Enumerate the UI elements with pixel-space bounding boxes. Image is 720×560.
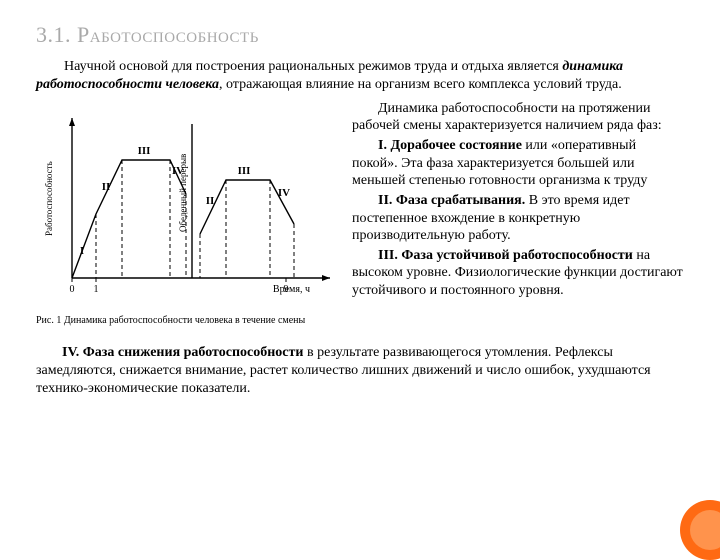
svg-text:Обеденный перерыв: Обеденный перерыв bbox=[178, 154, 188, 232]
capacity-chart: 019Время, чРаботоспособностьIIIIIIIVОбед… bbox=[36, 104, 336, 304]
svg-text:IV: IV bbox=[278, 187, 290, 199]
svg-text:I: I bbox=[80, 245, 84, 257]
figure-caption: Рис. 1 Динамика работоспособности челове… bbox=[36, 315, 336, 326]
svg-text:III: III bbox=[138, 145, 151, 157]
phases-intro: Динамика работоспособности на протяжении… bbox=[352, 100, 684, 135]
phase-2-title: II. Фаза срабатывания. bbox=[378, 193, 525, 208]
svg-text:0: 0 bbox=[70, 284, 75, 295]
accent-decor bbox=[680, 500, 720, 560]
chart-container: 019Время, чРаботоспособностьIIIIIIIVОбед… bbox=[36, 104, 336, 309]
phase-4-title: IV. Фаза снижения работоспособности bbox=[62, 345, 303, 360]
phase-3-title: III. Фаза устойчивой работоспособности bbox=[378, 248, 633, 263]
phase-3: III. Фаза устойчивой работоспособности н… bbox=[352, 247, 684, 300]
phase-1: I. Дорабочее состояние или «оперативный … bbox=[352, 137, 684, 190]
phase-2: II. Фаза срабатывания. В это время идет … bbox=[352, 192, 684, 245]
intro-suffix: , отражающая влияние на организм всего к… bbox=[219, 77, 622, 92]
svg-text:1: 1 bbox=[94, 284, 99, 295]
intro-prefix: Научной основой для построения рациональ… bbox=[64, 59, 562, 74]
svg-text:III: III bbox=[238, 165, 251, 177]
svg-text:Работоспособность: Работоспособность bbox=[44, 161, 54, 236]
intro-paragraph: Научной основой для построения рациональ… bbox=[36, 58, 684, 94]
svg-text:Время, ч: Время, ч bbox=[273, 284, 310, 295]
phase-1-title: I. Дорабочее состояние bbox=[378, 138, 522, 153]
right-column: Динамика работоспособности на протяжении… bbox=[352, 100, 684, 302]
svg-text:II: II bbox=[102, 181, 111, 193]
svg-text:II: II bbox=[206, 195, 215, 207]
slide-page: 3.1. Работоспособность Научной основой д… bbox=[0, 0, 720, 540]
phases-intro-text: Динамика работоспособности на протяжении… bbox=[352, 101, 662, 134]
phase-4: IV. Фаза снижения работоспособности в ре… bbox=[36, 344, 684, 398]
two-column-layout: 019Время, чРаботоспособностьIIIIIIIVОбед… bbox=[36, 100, 684, 326]
page-title: 3.1. Работоспособность bbox=[36, 22, 684, 48]
left-column: 019Время, чРаботоспособностьIIIIIIIVОбед… bbox=[36, 100, 336, 326]
